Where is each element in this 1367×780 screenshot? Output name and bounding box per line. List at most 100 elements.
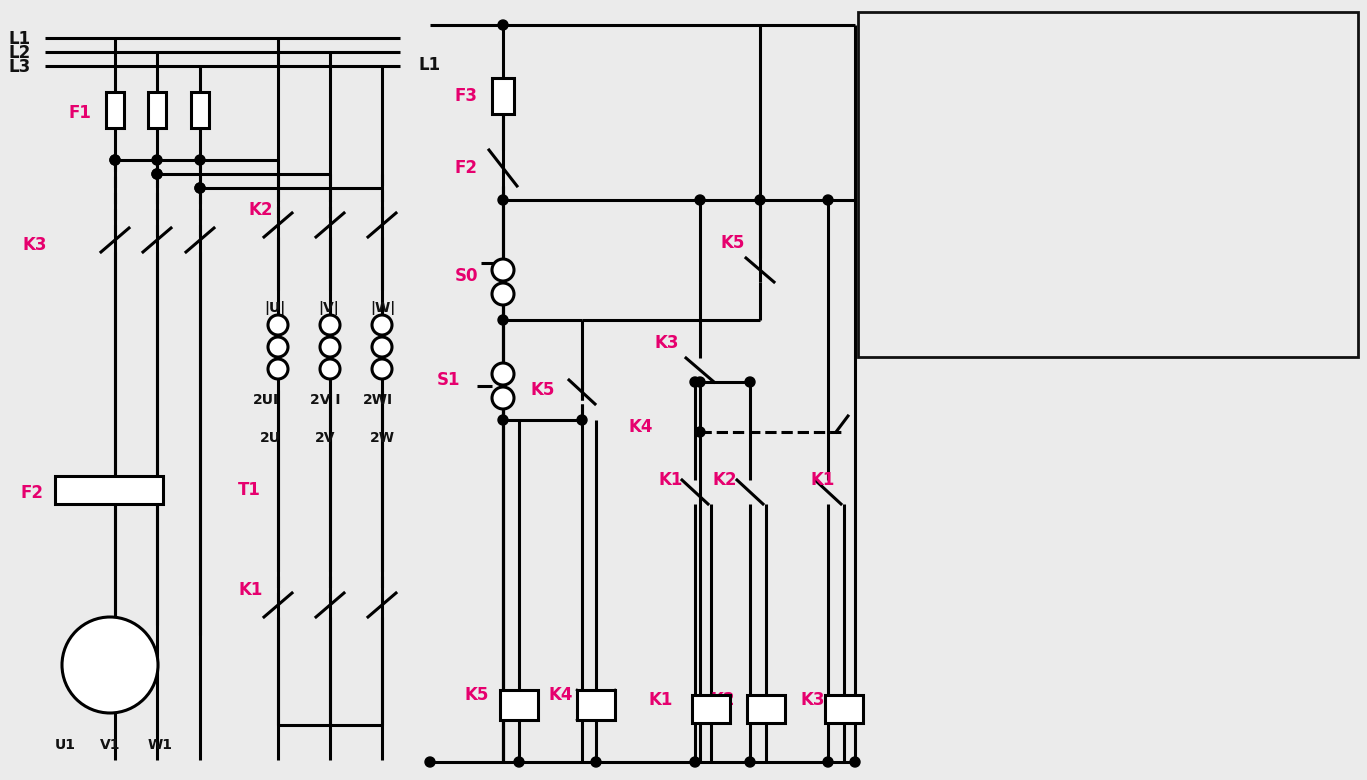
Bar xyxy=(858,12,1357,357)
Circle shape xyxy=(694,427,705,437)
Text: K4: K4 xyxy=(627,418,652,436)
Text: 2V I: 2V I xyxy=(310,393,340,407)
Circle shape xyxy=(823,757,833,767)
Circle shape xyxy=(492,387,514,409)
Text: K5: K5 xyxy=(530,381,555,399)
Circle shape xyxy=(498,415,509,425)
Circle shape xyxy=(514,757,524,767)
Text: K1: K1 xyxy=(238,581,262,599)
Text: K2: K2 xyxy=(247,201,272,219)
Bar xyxy=(692,695,730,723)
Text: S1 = 'ON' push button: S1 = 'ON' push button xyxy=(872,65,1065,80)
Bar xyxy=(492,78,514,114)
Circle shape xyxy=(195,183,205,193)
Text: K3: K3 xyxy=(800,691,824,709)
Text: V1: V1 xyxy=(100,738,120,752)
Text: K2: K2 xyxy=(709,691,734,709)
Circle shape xyxy=(850,757,860,767)
Circle shape xyxy=(372,359,392,379)
Circle shape xyxy=(745,757,755,767)
Text: L2: L2 xyxy=(8,44,30,62)
Text: |W|: |W| xyxy=(370,301,395,315)
Text: K1 = Star contactor: K1 = Star contactor xyxy=(872,97,1044,112)
Circle shape xyxy=(152,169,163,179)
Text: K2: K2 xyxy=(712,471,737,489)
Text: K5: K5 xyxy=(720,234,745,252)
Text: K1: K1 xyxy=(658,471,682,489)
Text: S1: S1 xyxy=(437,371,461,389)
Text: S0 = 'OFF' push button: S0 = 'OFF' push button xyxy=(872,33,1073,48)
Text: W1: W1 xyxy=(148,738,174,752)
Circle shape xyxy=(694,195,705,205)
Bar xyxy=(191,92,209,128)
Circle shape xyxy=(372,337,392,357)
Text: F1 = Backup fuse: F1 = Backup fuse xyxy=(872,257,1024,271)
Text: K4 = Time relay: K4 = Time relay xyxy=(872,193,1010,207)
Text: F3: F3 xyxy=(455,87,478,105)
Circle shape xyxy=(268,337,288,357)
Circle shape xyxy=(577,415,586,425)
Text: F2: F2 xyxy=(21,484,42,502)
Circle shape xyxy=(492,363,514,385)
Text: 2WI: 2WI xyxy=(364,393,394,407)
Text: F2 = Overload relay: F2 = Overload relay xyxy=(872,289,1044,303)
Circle shape xyxy=(690,377,700,387)
Circle shape xyxy=(823,195,833,205)
Circle shape xyxy=(690,757,700,767)
Circle shape xyxy=(694,377,705,387)
Circle shape xyxy=(268,315,288,335)
Circle shape xyxy=(268,359,288,379)
Bar xyxy=(500,690,539,720)
Text: S0: S0 xyxy=(455,267,478,285)
Circle shape xyxy=(109,155,120,165)
Circle shape xyxy=(320,315,340,335)
Text: L1: L1 xyxy=(418,56,440,74)
Text: K3 = Main contactor: K3 = Main contactor xyxy=(872,161,1050,176)
Bar xyxy=(55,476,163,504)
Text: T1: T1 xyxy=(238,481,261,499)
Text: K3: K3 xyxy=(655,334,679,352)
Bar xyxy=(148,92,165,128)
Circle shape xyxy=(152,169,163,179)
Text: K5 = Contractor relay: K5 = Contractor relay xyxy=(872,225,1061,239)
Text: |U|: |U| xyxy=(264,301,286,315)
Circle shape xyxy=(62,617,159,713)
Circle shape xyxy=(755,195,766,205)
Text: K1: K1 xyxy=(811,471,834,489)
Text: K4: K4 xyxy=(548,686,573,704)
Text: F2: F2 xyxy=(455,159,478,177)
Text: K3: K3 xyxy=(22,236,46,254)
Circle shape xyxy=(372,315,392,335)
Text: L3: L3 xyxy=(8,58,30,76)
Text: K1: K1 xyxy=(648,691,673,709)
Circle shape xyxy=(591,757,601,767)
Circle shape xyxy=(425,757,435,767)
Circle shape xyxy=(498,315,509,325)
Text: K2 = Transformer contactor: K2 = Transformer contactor xyxy=(872,129,1114,144)
Circle shape xyxy=(320,337,340,357)
Text: 2V: 2V xyxy=(314,431,335,445)
Bar xyxy=(826,695,863,723)
Text: 2UI: 2UI xyxy=(253,393,279,407)
Text: L1: L1 xyxy=(8,30,30,48)
Text: K5: K5 xyxy=(463,686,488,704)
Bar xyxy=(107,92,124,128)
Text: F1: F1 xyxy=(68,104,90,122)
Circle shape xyxy=(492,259,514,281)
Circle shape xyxy=(152,155,163,165)
Text: F3 = Control circuit fuse: F3 = Control circuit fuse xyxy=(872,321,1084,335)
Text: 2W: 2W xyxy=(370,431,395,445)
Bar xyxy=(746,695,785,723)
Circle shape xyxy=(498,20,509,30)
Text: Motor: Motor xyxy=(82,658,138,676)
Circle shape xyxy=(492,283,514,305)
Circle shape xyxy=(195,155,205,165)
Bar xyxy=(577,690,615,720)
Text: 2U: 2U xyxy=(260,431,282,445)
Circle shape xyxy=(109,155,120,165)
Circle shape xyxy=(745,377,755,387)
Circle shape xyxy=(320,359,340,379)
Text: U1: U1 xyxy=(55,738,77,752)
Text: |V|: |V| xyxy=(319,301,339,315)
Circle shape xyxy=(195,183,205,193)
